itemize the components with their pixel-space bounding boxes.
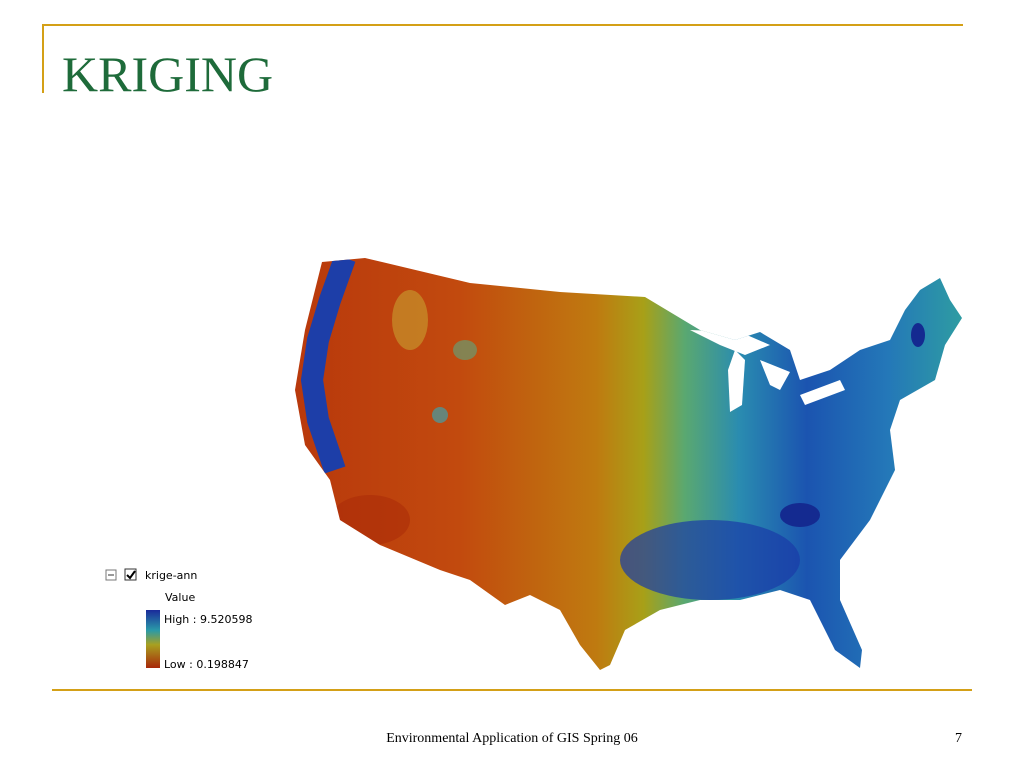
layer-checkbox (124, 568, 137, 581)
check-mark (126, 570, 136, 580)
legend-low: Low : 0.198847 (164, 658, 249, 671)
legend-layer: krige-ann (145, 569, 197, 582)
footer: Environmental Application of GIS Spring … (386, 731, 638, 746)
legend-field: Value (165, 591, 195, 604)
legend-high: High : 9.520598 (164, 613, 252, 626)
map-legend: krige-ann Value High : 9.520598 Low : 0.… (105, 568, 252, 671)
page-number: 7 (955, 731, 962, 746)
kriging-map (295, 258, 962, 670)
color-ramp (146, 610, 160, 668)
slide-title: KRIGING (62, 46, 273, 102)
